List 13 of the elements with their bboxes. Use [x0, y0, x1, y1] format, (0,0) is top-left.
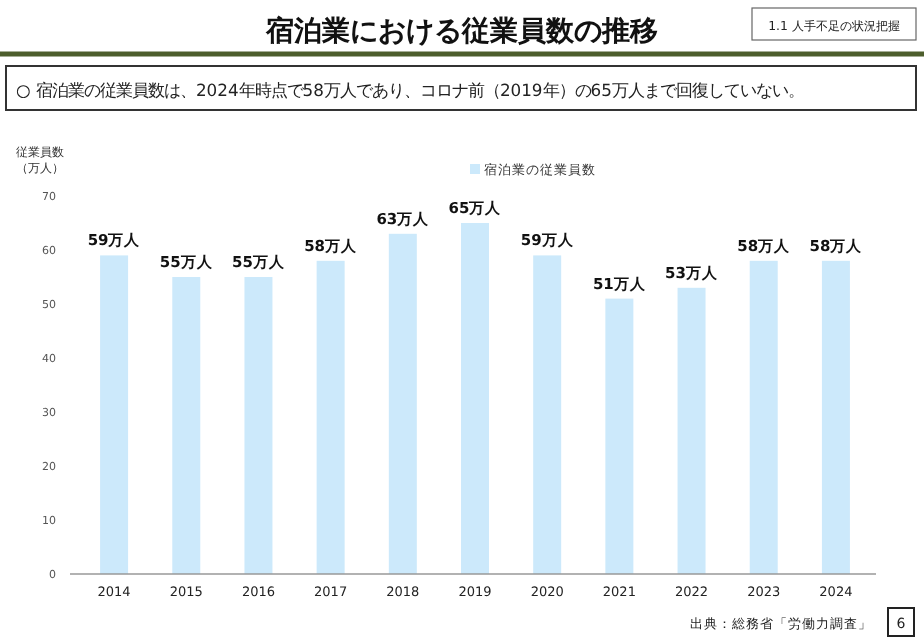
bar	[316, 260, 345, 574]
bar	[244, 277, 273, 574]
bar	[821, 260, 850, 574]
chart-subtitle: ○ 宿泊業の従業員数は、2024年時点で58万人であり、コロナ前（2019年）の65万人まで回復していない。	[16, 80, 804, 100]
bar	[677, 287, 706, 574]
bar	[461, 223, 489, 574]
bar	[749, 260, 778, 574]
bar	[100, 255, 129, 574]
chart-title: 宿泊業における従業員数の推移	[264, 14, 658, 48]
bar	[533, 255, 562, 574]
bar	[605, 298, 634, 574]
bar	[388, 233, 417, 574]
bar	[172, 277, 201, 574]
